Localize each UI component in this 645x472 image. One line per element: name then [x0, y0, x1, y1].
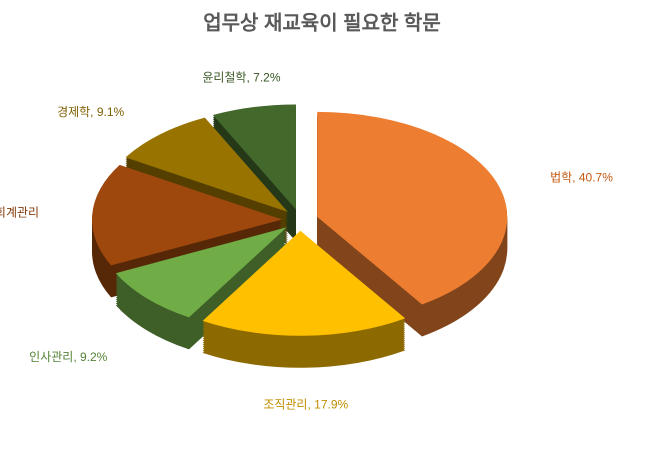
slice: [125, 117, 288, 213]
slice: [202, 230, 406, 336]
data-label: 인사관리, 9.2%: [29, 350, 108, 364]
slice: [212, 104, 296, 210]
labels: 법학, 40.7% 조직관리, 17.9% 인사관리, 9.2% 재무/회계관리 경제학…: [0, 71, 613, 412]
data-label: 윤리철학, 7.2%: [202, 71, 281, 85]
slice: [115, 227, 287, 318]
slice: [317, 111, 508, 305]
data-label: 조직관리, 17.9%: [263, 397, 348, 411]
pie: [92, 104, 508, 368]
data-label: 재무/회계관리: [0, 205, 39, 219]
chart-title: 업무상 재교육이 필요한 학문: [203, 11, 440, 34]
data-label: 법학, 40.7%: [550, 170, 613, 184]
slice: [92, 164, 283, 266]
data-label: 경제학, 9.1%: [57, 105, 124, 119]
